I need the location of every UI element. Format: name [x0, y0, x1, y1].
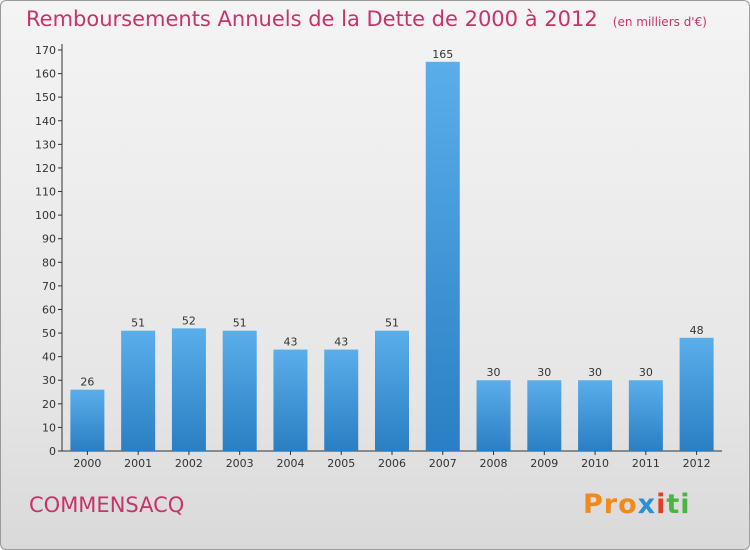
x-tick-label: 2004 — [276, 457, 304, 470]
data-label: 52 — [182, 314, 196, 327]
chart-subtitle: (en milliers d'€) — [612, 15, 707, 29]
y-tick-label: 90 — [42, 233, 56, 246]
data-label: 30 — [537, 366, 551, 379]
x-tick-label: 2001 — [124, 457, 152, 470]
y-tick-label: 0 — [49, 445, 56, 458]
proxiti-logo: Proxiti — [583, 489, 691, 520]
data-label: 43 — [334, 336, 348, 349]
data-label: 30 — [487, 366, 501, 379]
x-tick-label: 2009 — [530, 457, 558, 470]
y-tick-label: 40 — [42, 351, 56, 364]
y-tick-label: 100 — [35, 209, 56, 222]
y-tick-label: 120 — [35, 162, 56, 175]
bar — [425, 61, 460, 451]
y-tick-label: 60 — [42, 303, 56, 316]
bar — [171, 328, 206, 451]
x-tick-label: 2003 — [226, 457, 254, 470]
y-tick-label: 80 — [42, 256, 56, 269]
bar — [121, 330, 156, 451]
bar — [273, 349, 308, 451]
x-tick-label: 2008 — [480, 457, 508, 470]
x-tick-label: 2000 — [73, 457, 101, 470]
x-tick-label: 2010 — [581, 457, 609, 470]
bar — [324, 349, 359, 451]
data-label: 165 — [432, 48, 453, 61]
chart-title-block: Remboursements Annuels de la Dette de 20… — [26, 7, 707, 31]
y-tick-label: 110 — [35, 186, 56, 199]
y-tick-label: 130 — [35, 138, 56, 151]
bar — [679, 337, 714, 451]
x-tick-label: 2007 — [429, 457, 457, 470]
data-label: 26 — [80, 376, 94, 389]
bar — [70, 389, 105, 451]
chart-title: Remboursements Annuels de la Dette de 20… — [26, 7, 598, 31]
bar — [375, 330, 409, 451]
data-label: 51 — [233, 317, 247, 330]
y-tick-label: 70 — [42, 280, 56, 293]
bar — [527, 380, 562, 451]
x-tick-label: 2005 — [327, 457, 355, 470]
data-label: 43 — [283, 336, 297, 349]
y-tick-label: 170 — [35, 44, 56, 57]
y-tick-label: 150 — [35, 91, 56, 104]
x-tick-label: 2011 — [632, 457, 660, 470]
y-tick-label: 50 — [42, 327, 56, 340]
x-tick-label: 2002 — [175, 457, 203, 470]
y-tick-label: 20 — [42, 398, 56, 411]
y-tick-label: 160 — [35, 68, 56, 81]
data-label: 51 — [385, 317, 399, 330]
city-name: COMMENSACQ — [29, 493, 185, 517]
data-label: 30 — [639, 366, 653, 379]
y-tick-label: 140 — [35, 115, 56, 128]
bar — [578, 380, 613, 451]
data-label: 30 — [588, 366, 602, 379]
y-tick-label: 10 — [42, 421, 56, 434]
bar — [628, 380, 663, 451]
x-tick-label: 2012 — [683, 457, 711, 470]
bar — [222, 330, 257, 451]
x-tick-label: 2006 — [378, 457, 406, 470]
data-label: 48 — [690, 324, 704, 337]
bar — [476, 380, 511, 451]
y-tick-label: 30 — [42, 374, 56, 387]
data-label: 51 — [131, 317, 145, 330]
